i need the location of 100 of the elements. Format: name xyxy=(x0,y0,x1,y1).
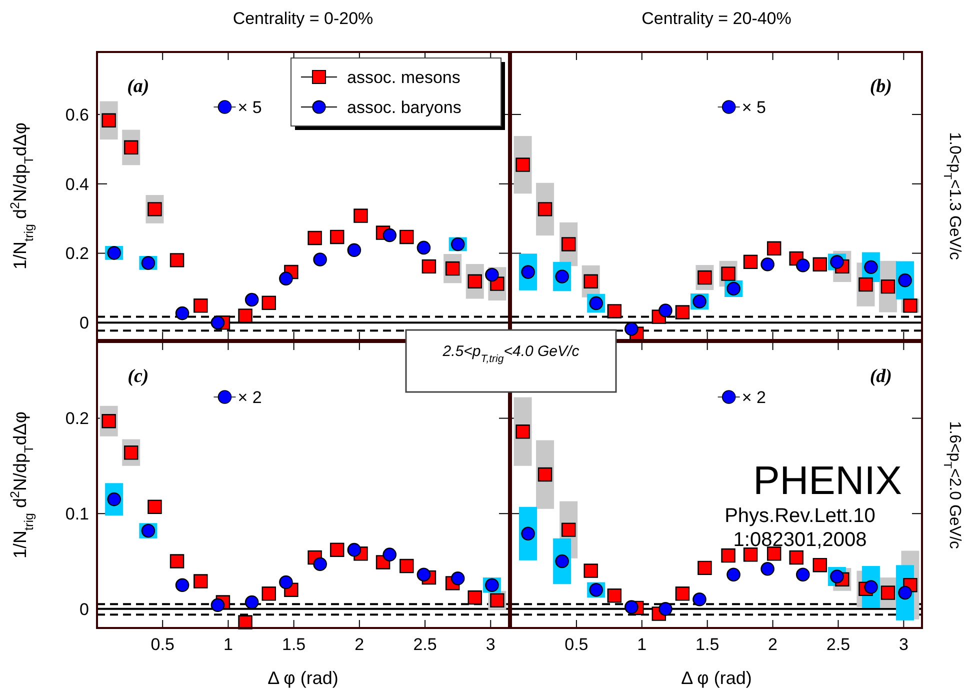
point xyxy=(698,270,712,285)
point xyxy=(210,598,225,612)
annotation: × 2 xyxy=(742,388,766,407)
point xyxy=(521,526,535,541)
point xyxy=(262,586,276,601)
point xyxy=(124,445,138,460)
annotation: × 5 xyxy=(742,98,766,117)
point xyxy=(170,253,184,268)
point xyxy=(416,568,431,582)
y-tick-label: 0.4 xyxy=(65,174,89,194)
legend-label: assoc. baryons xyxy=(347,98,462,117)
point xyxy=(584,564,598,578)
annotation: (c) xyxy=(128,366,149,387)
x-tick-label: 0.5 xyxy=(150,635,174,654)
point xyxy=(607,588,622,603)
point xyxy=(382,548,397,562)
point xyxy=(830,570,844,584)
point xyxy=(262,296,276,310)
point xyxy=(400,558,414,574)
x-tick-label: 2.5 xyxy=(826,635,850,654)
point xyxy=(416,240,431,255)
point xyxy=(279,272,293,286)
x-tick-label: 1 xyxy=(637,635,647,654)
y-tick-label: 0 xyxy=(80,600,89,619)
point xyxy=(858,277,873,292)
point xyxy=(880,279,896,294)
point xyxy=(279,575,293,590)
point xyxy=(468,274,482,288)
x-tick-label: 3 xyxy=(898,635,908,654)
point xyxy=(898,586,912,600)
point xyxy=(422,259,436,274)
point xyxy=(244,595,259,610)
point xyxy=(450,572,465,586)
legend-label: assoc. mesons xyxy=(347,68,460,87)
point xyxy=(210,316,225,330)
point xyxy=(698,560,712,576)
point xyxy=(880,586,896,600)
annotation: × 5 xyxy=(238,98,262,117)
point xyxy=(330,542,344,557)
point xyxy=(238,615,252,630)
point xyxy=(538,467,552,482)
point xyxy=(864,260,878,274)
point xyxy=(812,257,828,272)
y-tick-label: 0.2 xyxy=(65,409,89,428)
x-tick-label: 1.5 xyxy=(282,635,306,654)
y-tick-label: 0.2 xyxy=(65,244,89,264)
point xyxy=(538,202,552,216)
point xyxy=(812,558,828,572)
x-tick-label: 2 xyxy=(768,635,778,654)
point xyxy=(796,568,810,582)
point xyxy=(175,306,190,320)
point xyxy=(726,568,740,582)
point xyxy=(624,322,638,336)
point xyxy=(313,557,327,572)
point xyxy=(516,158,530,172)
point xyxy=(624,600,638,614)
point xyxy=(354,208,368,223)
point xyxy=(521,265,535,279)
point xyxy=(584,274,598,288)
y-tick-label: 0.1 xyxy=(65,504,89,524)
point xyxy=(102,414,116,428)
point xyxy=(102,113,116,128)
point xyxy=(658,304,672,318)
point xyxy=(330,230,344,244)
point xyxy=(561,237,576,252)
x-axis-title: Δ φ (rad) xyxy=(681,668,752,688)
point xyxy=(675,305,690,320)
point xyxy=(238,308,252,323)
point xyxy=(148,202,162,216)
point xyxy=(313,252,327,266)
point xyxy=(347,542,362,557)
point xyxy=(555,270,569,284)
chart-title: Centrality = 0-20% xyxy=(232,9,374,28)
point xyxy=(382,228,397,242)
annotation: 2.5<p$_{T,trig}$<4.0 GeV/c xyxy=(442,343,580,365)
point xyxy=(789,550,804,565)
y-tick-label: 0 xyxy=(80,314,89,333)
annotation: (a) xyxy=(127,76,150,97)
point xyxy=(721,266,736,281)
point xyxy=(194,298,208,313)
point xyxy=(760,562,774,576)
annotation: Phys.Rev.Lett.101:082301,2008 xyxy=(724,505,876,551)
x-tick-label: 2.5 xyxy=(413,635,437,654)
point xyxy=(347,243,362,258)
annotation: (b) xyxy=(870,76,892,97)
annotation: × 2 xyxy=(238,388,262,407)
chart-title: Centrality = 20-40% xyxy=(642,9,792,28)
point xyxy=(743,254,758,270)
point xyxy=(692,592,706,606)
point xyxy=(468,590,482,605)
point xyxy=(658,602,672,616)
point xyxy=(561,522,576,537)
point xyxy=(194,574,208,588)
point xyxy=(555,554,569,568)
point xyxy=(400,230,414,244)
point xyxy=(721,548,736,563)
annotation: PHENIX xyxy=(753,459,902,503)
point xyxy=(445,261,460,276)
point xyxy=(516,424,530,439)
point xyxy=(796,258,810,272)
